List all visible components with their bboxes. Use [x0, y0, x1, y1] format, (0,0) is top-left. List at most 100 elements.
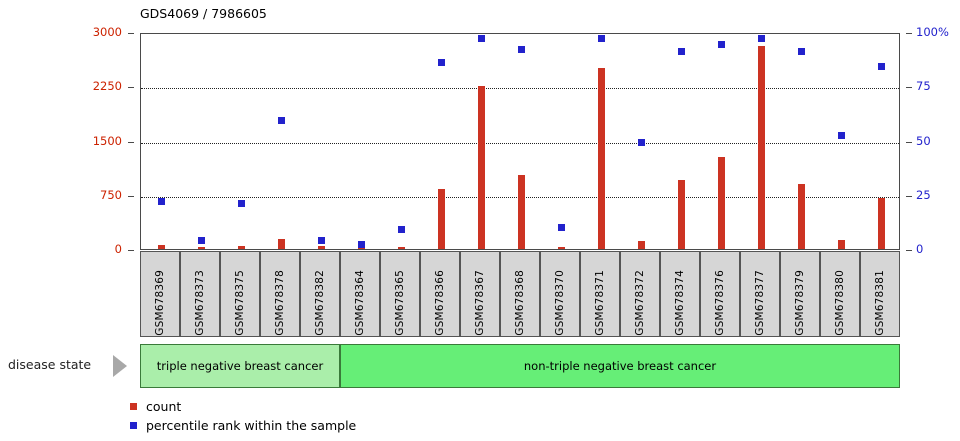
- percentile-marker: [717, 41, 725, 49]
- legend-item-1: percentile rank within the sample: [130, 416, 356, 435]
- right-axis-tick-label: 100%: [916, 25, 949, 39]
- data-layer: [141, 34, 899, 249]
- percentile-marker: [437, 58, 445, 66]
- legend: count percentile rank within the sample: [130, 397, 356, 435]
- percentile-marker: [397, 225, 405, 233]
- right-axis-tick-label: 0: [916, 242, 924, 256]
- count-bar: [797, 183, 805, 249]
- percentile-marker: [637, 139, 645, 146]
- sample-label: GSM678371: [594, 270, 606, 336]
- sample-label: GSM678375: [234, 270, 246, 336]
- sample-label: GSM678380: [834, 270, 846, 336]
- sample-label: GSM678382: [314, 270, 326, 336]
- disease-state-band-1[interactable]: non-triple negative breast cancer: [340, 344, 900, 388]
- left-axis-tick-mark: [128, 141, 134, 143]
- sample-column-GSM678374[interactable]: GSM678374: [660, 251, 700, 337]
- arrow-right-icon: [113, 355, 127, 377]
- sample-label: GSM678373: [194, 270, 206, 336]
- sample-column-GSM678378[interactable]: GSM678378: [260, 251, 300, 337]
- left-axis-tick-mark: [128, 87, 134, 89]
- left-axis-tick-mark: [128, 195, 134, 197]
- right-axis-tick-label: 50: [916, 133, 931, 148]
- percentile-marker: [757, 34, 765, 42]
- sample-label: GSM678372: [634, 270, 646, 336]
- sample-column-GSM678376[interactable]: GSM678376: [700, 251, 740, 337]
- count-bar: [557, 247, 565, 249]
- percentile-marker: [317, 236, 325, 244]
- disease-state-band-label: triple negative breast cancer: [156, 359, 324, 373]
- count-bar: [677, 180, 685, 249]
- sample-label: GSM678378: [274, 270, 286, 336]
- percentile-marker: [357, 240, 365, 248]
- right-axis-tick-mark: [906, 195, 912, 197]
- right-axis: 0 25 50 75 100%: [906, 25, 960, 256]
- sample-label: GSM678368: [514, 270, 526, 336]
- sample-label: GSM678364: [354, 270, 366, 336]
- count-bar: [597, 68, 605, 249]
- percentile-marker: [477, 34, 485, 42]
- left-axis-tick-label: 0: [114, 242, 122, 256]
- sample-column-GSM678379[interactable]: GSM678379: [780, 251, 820, 337]
- sample-label: GSM678370: [554, 270, 566, 336]
- sample-label: GSM678366: [434, 270, 446, 336]
- right-axis-tick-label: 25: [916, 187, 931, 202]
- left-axis-tick-label: 1500: [92, 133, 122, 148]
- legend-swatch: [130, 403, 137, 410]
- count-bar: [877, 198, 885, 249]
- percentile-marker: [277, 117, 285, 125]
- count-bar: [317, 246, 325, 249]
- percentile-marker: [197, 236, 205, 244]
- sample-label: GSM678369: [154, 270, 166, 336]
- percentile-marker: [797, 47, 805, 55]
- sample-column-GSM678381[interactable]: GSM678381: [860, 251, 900, 337]
- percentile-marker: [157, 197, 165, 205]
- plot-area: [140, 33, 900, 250]
- count-bar: [517, 174, 525, 249]
- sample-column-GSM678369[interactable]: GSM678369: [140, 251, 180, 337]
- sample-column-GSM678368[interactable]: GSM678368: [500, 251, 540, 337]
- gridline: [141, 142, 899, 144]
- legend-swatch: [130, 422, 137, 429]
- count-bar: [717, 157, 725, 249]
- sample-column-GSM678375[interactable]: GSM678375: [220, 251, 260, 337]
- sample-label: GSM678381: [874, 270, 886, 336]
- sample-column-GSM678380[interactable]: GSM678380: [820, 251, 860, 337]
- sample-column-GSM678364[interactable]: GSM678364: [340, 251, 380, 337]
- sample-column-GSM678366[interactable]: GSM678366: [420, 251, 460, 337]
- sample-column-GSM678371[interactable]: GSM678371: [580, 251, 620, 337]
- sample-label: GSM678377: [754, 270, 766, 336]
- sample-column-GSM678382[interactable]: GSM678382: [300, 251, 340, 337]
- percentile-marker: [517, 45, 525, 53]
- count-bar: [757, 46, 765, 249]
- sample-label: GSM678367: [474, 270, 486, 336]
- count-bar: [357, 247, 365, 249]
- sample-column-GSM678372[interactable]: GSM678372: [620, 251, 660, 337]
- percentile-marker: [557, 223, 565, 231]
- left-axis-tick-mark: [128, 250, 134, 251]
- count-bar: [397, 246, 405, 249]
- sample-column-GSM678370[interactable]: GSM678370: [540, 251, 580, 337]
- disease-state-band-0[interactable]: triple negative breast cancer: [140, 344, 340, 388]
- disease-state-label: disease state: [8, 357, 92, 372]
- percentile-marker: [677, 47, 685, 55]
- right-axis-tick-mark: [906, 141, 912, 143]
- right-axis-tick-mark: [906, 250, 912, 251]
- count-bar: [237, 245, 245, 249]
- sample-column-GSM678377[interactable]: GSM678377: [740, 251, 780, 337]
- count-bar: [437, 188, 445, 249]
- legend-item-0: count: [130, 397, 356, 416]
- disease-state-row: disease state triple negative breast can…: [0, 344, 960, 391]
- sample-column-GSM678367[interactable]: GSM678367: [460, 251, 500, 337]
- sample-name-columns: GSM678369 GSM678373 GSM678375 GSM678378 GSM6…: [140, 251, 900, 337]
- count-bar: [477, 86, 485, 249]
- legend-label: count: [146, 399, 182, 414]
- right-axis-tick-mark: [906, 87, 912, 89]
- sample-label: GSM678376: [714, 270, 726, 336]
- left-axis-tick-label: 750: [100, 187, 122, 202]
- count-bar: [837, 239, 845, 249]
- sample-column-GSM678365[interactable]: GSM678365: [380, 251, 420, 337]
- gridline: [141, 88, 899, 90]
- count-bar: [277, 238, 285, 249]
- count-bar: [197, 246, 205, 249]
- sample-column-GSM678373[interactable]: GSM678373: [180, 251, 220, 337]
